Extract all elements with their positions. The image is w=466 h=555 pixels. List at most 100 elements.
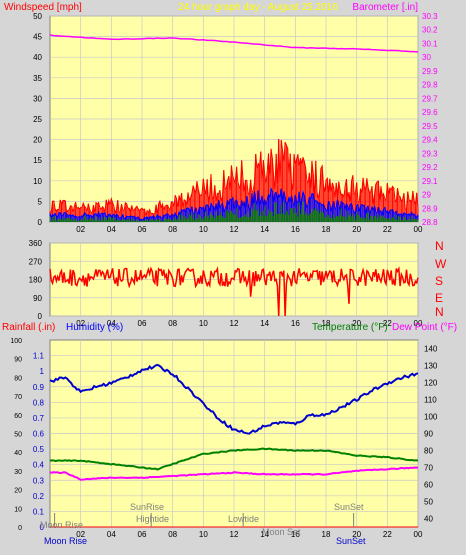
x-tick-label: 18 <box>322 319 331 328</box>
x-tick-label: 10 <box>199 319 208 328</box>
x-tick-label: 14 <box>260 530 269 539</box>
humidity-line <box>49 363 419 435</box>
y-tick-label-rain: 0.2 <box>33 492 45 501</box>
y-tick-label-barometer: 29.6 <box>422 108 438 117</box>
x-tick-label: 06 <box>138 225 147 234</box>
y-tick-label-barometer: 29.4 <box>422 136 438 145</box>
x-tick-label: 02 <box>76 530 85 539</box>
dewpoint-line <box>49 466 419 481</box>
wind-avg-line <box>49 186 419 221</box>
x-tick-label: 00 <box>414 530 423 539</box>
y-tick-label-barometer: 30.3 <box>422 12 438 21</box>
barometer-line <box>49 34 419 53</box>
y-tick-label-rain: 0.7 <box>33 414 45 423</box>
x-tick-label: 18 <box>322 530 331 539</box>
y-tick-label-rain: 1 <box>40 367 45 376</box>
x-tick-label: 00 <box>414 319 423 328</box>
x-tick-label: 08 <box>168 319 177 328</box>
y-tick-label-rain: 0.6 <box>33 430 45 439</box>
y-tick-label-temperature: 130 <box>424 362 438 371</box>
y-tick-label-barometer: 29.7 <box>422 94 438 103</box>
x-tick-label: 04 <box>107 225 116 234</box>
y-tick-label-wind: 35 <box>33 74 42 83</box>
y-tick-label-humidity: 100 <box>10 338 22 345</box>
y-tick-label-temperature: 80 <box>424 447 433 456</box>
y-tick-label-barometer: 29 <box>422 191 431 200</box>
x-tick-label: 12 <box>230 319 239 328</box>
y-tick-label-barometer: 30 <box>422 53 431 62</box>
y-tick-label-wind: 30 <box>33 94 42 103</box>
x-tick-label: 08 <box>168 530 177 539</box>
y-tick-label-wind: 10 <box>33 177 42 186</box>
y-tick-label-temperature: 70 <box>424 464 433 473</box>
y-tick-label-humidity: 30 <box>14 469 22 476</box>
x-tick-label: 20 <box>352 530 361 539</box>
y-tick-label-humidity: 10 <box>14 506 22 513</box>
event-hightide: Hightide <box>136 514 169 524</box>
x-tick-label: 16 <box>291 319 300 328</box>
x-tick-label: 02 <box>76 319 85 328</box>
y-tick-label-barometer: 29.2 <box>422 163 438 172</box>
x-tick-label: 22 <box>383 319 392 328</box>
event-lowtide: Lowtide <box>228 514 259 524</box>
wind-dir-letter-n-bottom: N <box>435 305 444 319</box>
wind-dir-letter-e: E <box>435 291 443 305</box>
y-tick-label-barometer: 28.8 <box>422 218 438 227</box>
wind-dir-letter-n-top: N <box>435 239 444 253</box>
y-tick-label-barometer: 28.9 <box>422 204 438 213</box>
y-tick-label-rain: 0.9 <box>33 383 45 392</box>
x-tick-label: 06 <box>138 319 147 328</box>
y-tick-label-wind: 0 <box>38 218 43 227</box>
y-tick-label-humidity: 50 <box>14 432 22 439</box>
windspeed-label: Windspeed [mph] <box>4 2 82 13</box>
y-tick-label-humidity: 40 <box>14 450 22 457</box>
wind-gust-line <box>49 138 419 217</box>
y-tick-label-temperature: 90 <box>424 430 433 439</box>
x-tick-label: 12 <box>230 530 239 539</box>
temperature-label: Temperature (°F) <box>312 322 388 333</box>
y-tick-label-rain: 0.8 <box>33 398 45 407</box>
x-tick-label: 22 <box>383 225 392 234</box>
y-tick-label-wind: 5 <box>38 197 43 206</box>
x-tick-label: 04 <box>107 530 116 539</box>
x-tick-label: 16 <box>291 225 300 234</box>
event-moonrise-top: Moon Rise <box>40 520 83 530</box>
event-sunrise: SunRise <box>130 502 164 512</box>
y-tick-label-temperature: 50 <box>424 498 433 507</box>
y-tick-label-barometer: 29.5 <box>422 122 438 131</box>
y-tick-label-temperature: 140 <box>424 345 438 354</box>
rainfall-label: Rainfall (.in) <box>2 322 55 333</box>
y-tick-label-wind: 25 <box>33 115 42 124</box>
y-tick-label-temperature: 100 <box>424 413 438 422</box>
y-tick-label-wind: 15 <box>33 156 42 165</box>
y-tick-label-humidity: 60 <box>14 413 22 420</box>
x-tick-label: 20 <box>352 319 361 328</box>
x-tick-label: 22 <box>383 530 392 539</box>
y-tick-label-temperature: 110 <box>424 396 437 405</box>
y-tick-label-wind: 50 <box>33 12 42 21</box>
y-tick-label-wind: 45 <box>33 33 42 42</box>
x-tick-label: 10 <box>199 225 208 234</box>
barometer-label: Barometer [.in] <box>352 2 418 13</box>
y-tick-label-temperature: 60 <box>424 481 433 490</box>
y-tick-label-rain: 0 <box>40 523 45 532</box>
y-tick-label-direction: 360 <box>29 239 43 248</box>
x-tick-label: 16 <box>291 530 300 539</box>
dewpoint-label: Dew Point (°F) <box>392 322 457 333</box>
y-tick-label-direction: 180 <box>29 276 43 285</box>
y-tick-label-rain: 0.4 <box>33 461 45 470</box>
y-tick-label-rain: 0.5 <box>33 445 45 454</box>
wind-dir-letter-s: S <box>435 274 443 288</box>
y-tick-label-humidity: 90 <box>14 357 22 364</box>
x-tick-label: 20 <box>352 225 361 234</box>
y-tick-label-direction: 270 <box>29 257 43 266</box>
y-tick-label-rain: 0.3 <box>33 476 45 485</box>
event-moonrise-bottom: Moon Rise <box>44 536 87 546</box>
x-tick-label: 10 <box>199 530 208 539</box>
y-tick-label-barometer: 29.8 <box>422 81 438 90</box>
x-tick-label: 08 <box>168 225 177 234</box>
wind-direction-line <box>49 266 419 317</box>
y-tick-label-barometer: 30.1 <box>422 39 438 48</box>
y-tick-label-humidity: 80 <box>14 375 22 382</box>
